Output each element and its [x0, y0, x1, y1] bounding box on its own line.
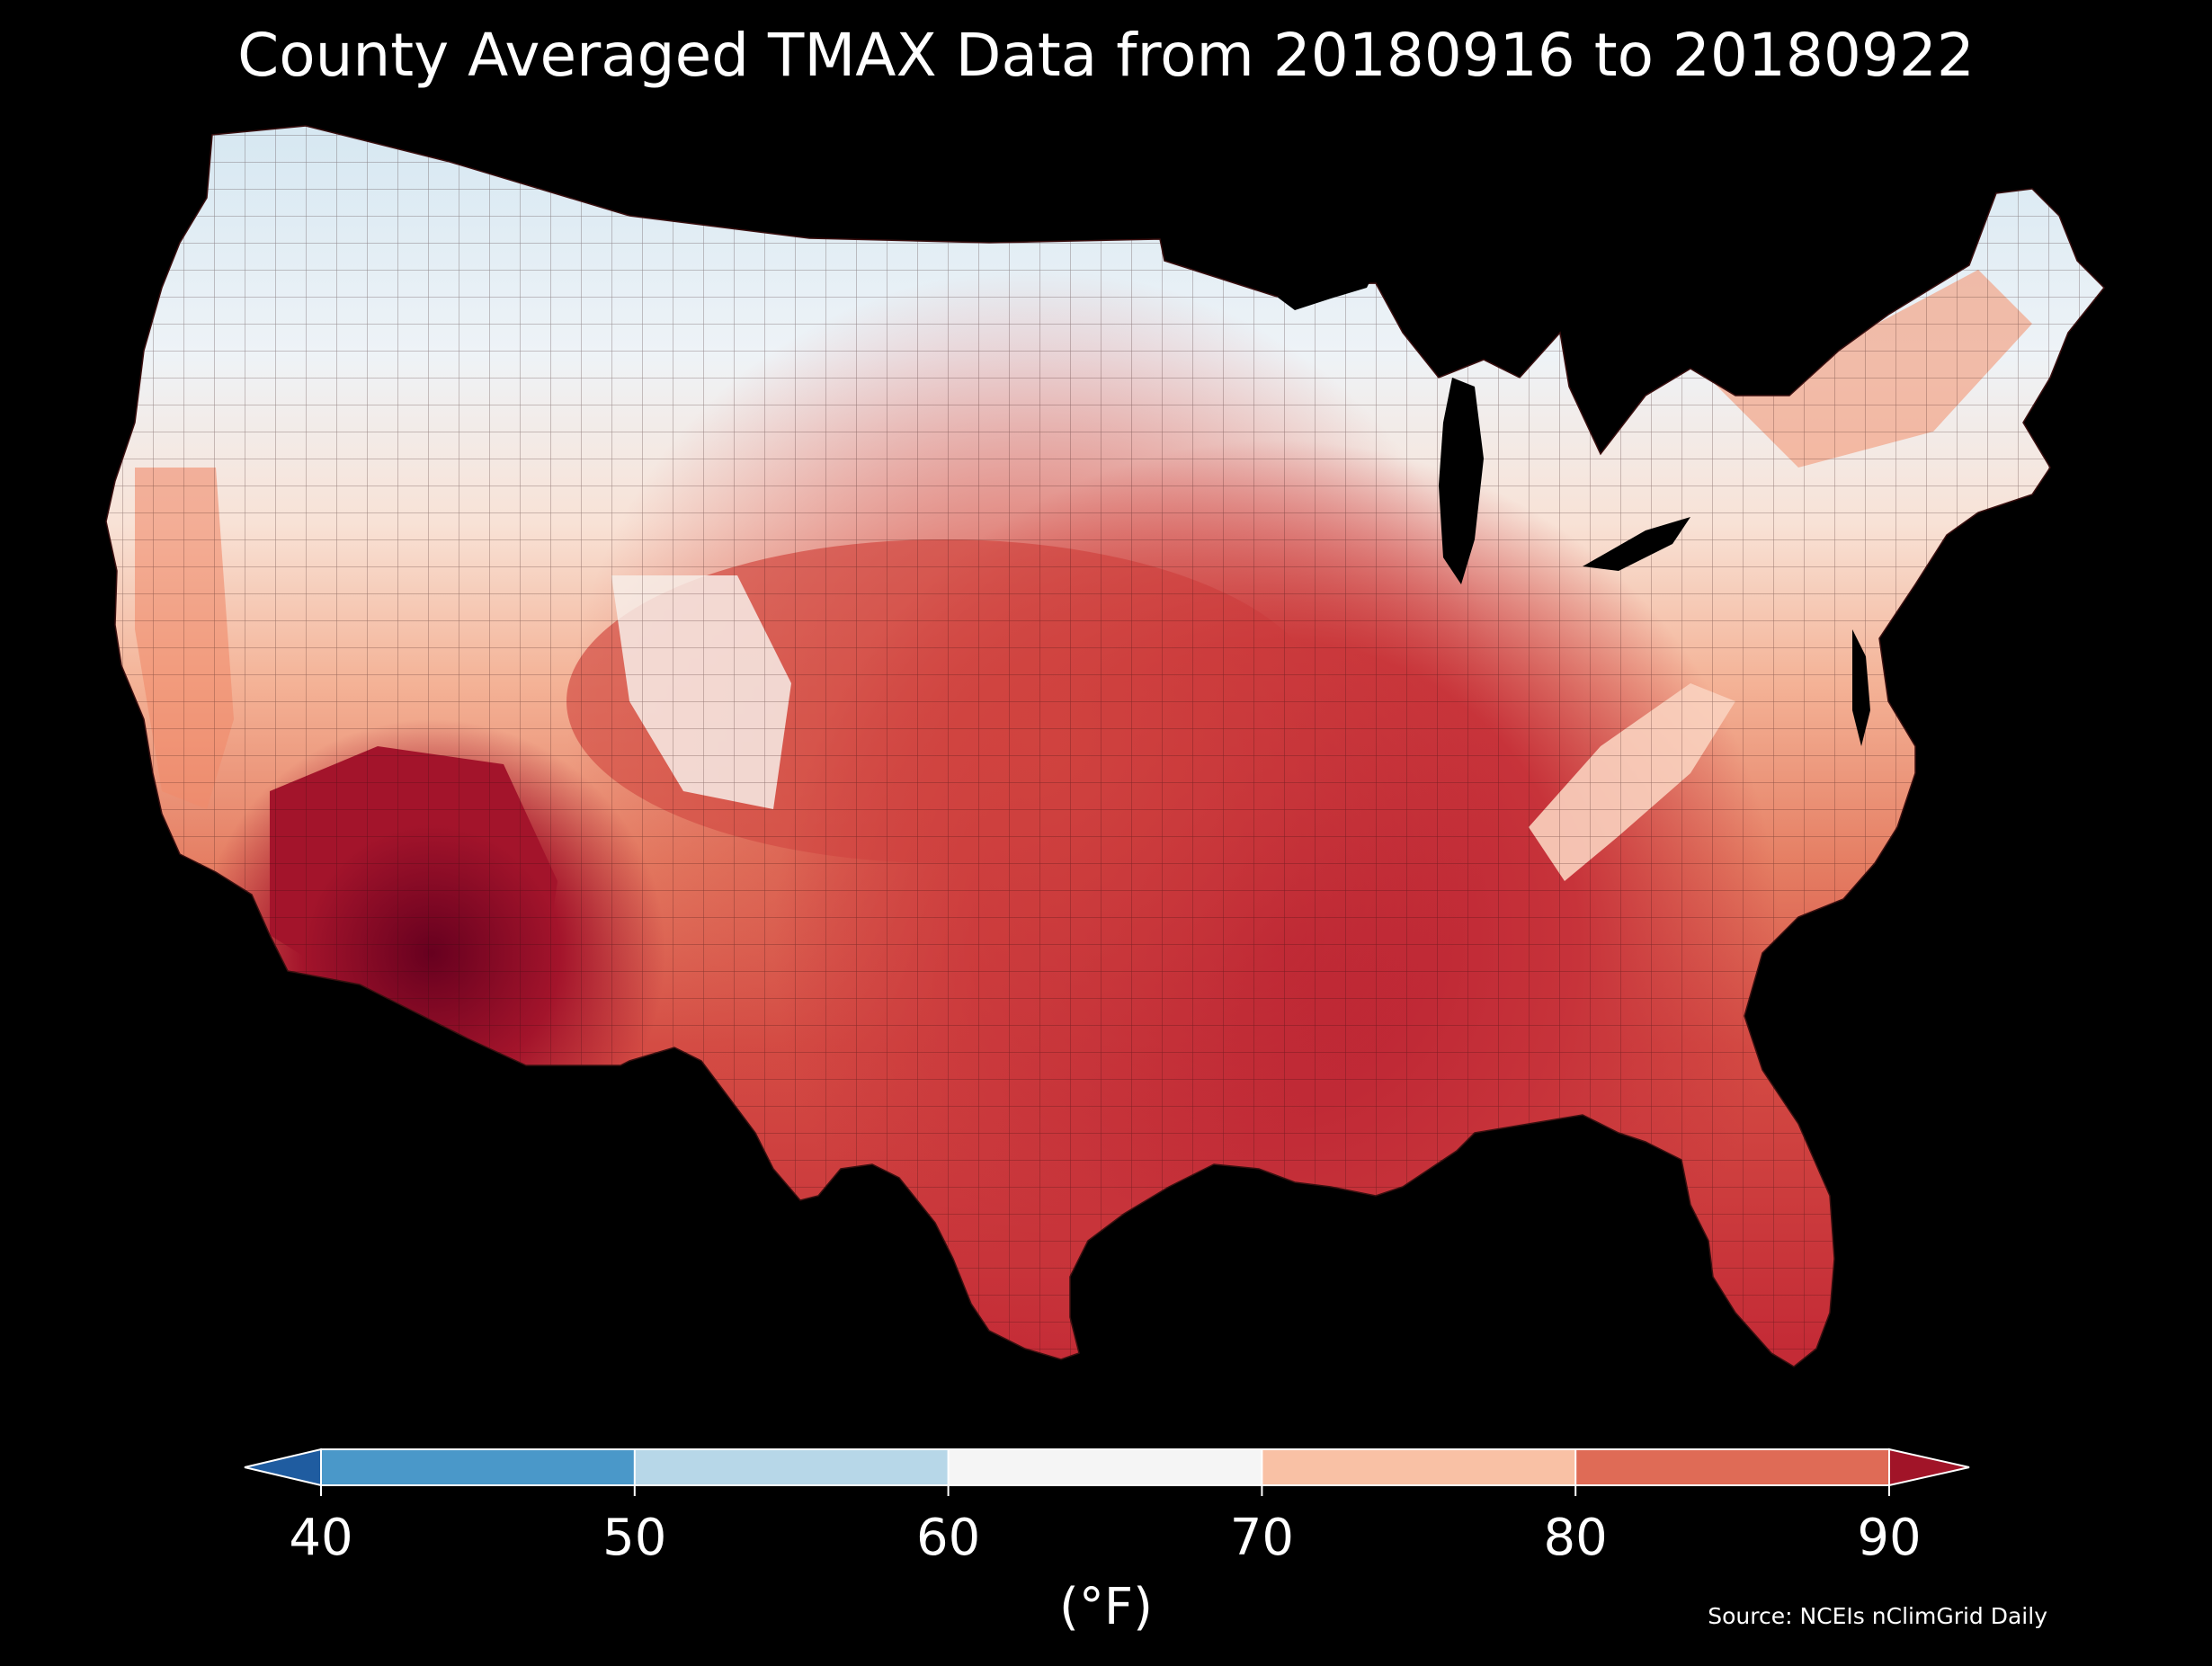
lake-michigan: [1439, 378, 1484, 584]
colorbar-tick-label: 90: [1857, 1509, 1922, 1567]
colorbar-bin-1: [634, 1449, 949, 1485]
colorbar-frame: [320, 1448, 1890, 1486]
map-title: County Averaged TMAX Data from 20180916 …: [237, 21, 1975, 90]
colorbar-bin-0: [321, 1449, 635, 1485]
colorbar-under-extension: [244, 1448, 322, 1487]
source-credit: Source: NCEIs nClimGrid Daily: [1708, 1603, 2047, 1629]
colorbar-tick-label: 60: [915, 1509, 981, 1567]
colorbar-units-label: (°F): [1059, 1578, 1153, 1636]
lake-superior: [1277, 270, 1376, 310]
colorbar-tick-label: 80: [1543, 1509, 1608, 1567]
county-tmax-map: [105, 125, 2105, 1368]
colorbar-bin-3: [1262, 1449, 1576, 1485]
colorbar-tick-label: 40: [289, 1509, 353, 1567]
colorbar-over-extension: [1888, 1448, 1970, 1487]
lake-erie: [1583, 517, 1690, 571]
chesapeake-bay: [1852, 629, 1870, 746]
colorbar-tick-label: 50: [602, 1509, 667, 1567]
colorbar-tick-label: 70: [1229, 1509, 1295, 1567]
colorbar-bin-2: [948, 1449, 1262, 1485]
colorbar-bin-4: [1575, 1449, 1889, 1485]
